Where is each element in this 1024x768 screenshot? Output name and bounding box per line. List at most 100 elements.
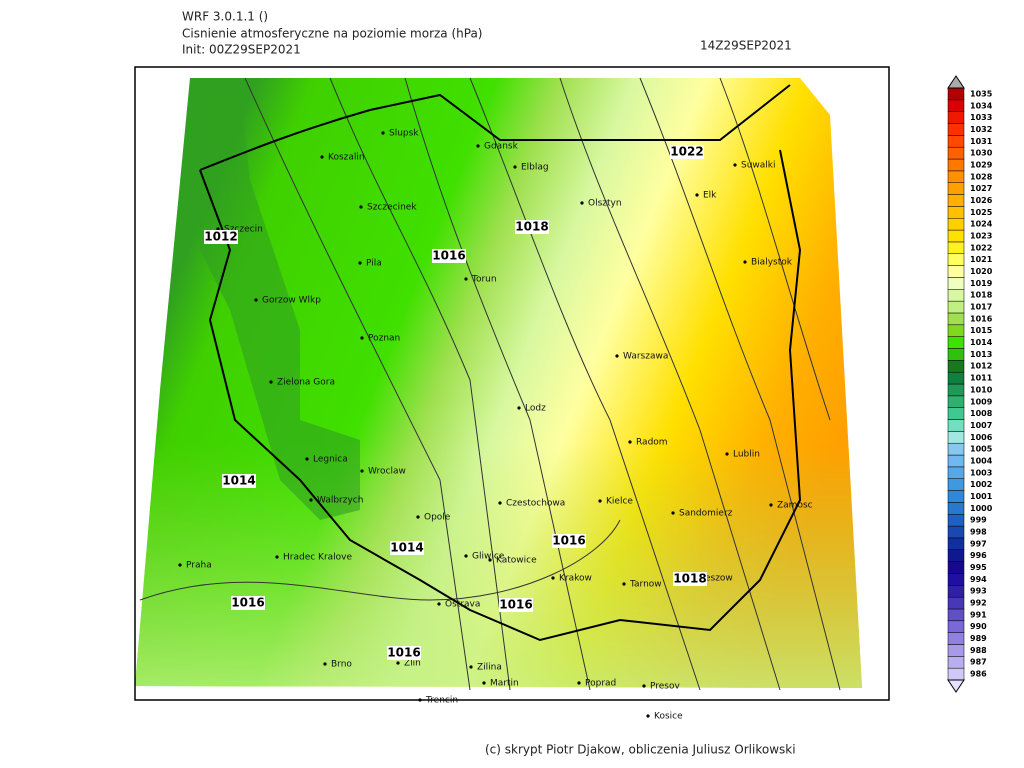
city-marker	[323, 662, 327, 666]
city-marker	[309, 498, 313, 502]
colorbar-label: 1034	[970, 101, 993, 110]
city-label: Hradec Kralove	[283, 553, 352, 563]
colorbar-label: 986	[970, 670, 987, 679]
contour-label: 1014	[222, 474, 255, 488]
city-label: Sandomierz	[679, 509, 733, 519]
colorbar-swatch	[947, 442, 965, 456]
city-marker	[725, 452, 729, 456]
colorbar-label: 999	[970, 516, 987, 525]
city-marker	[269, 380, 273, 384]
city-label: Krakow	[559, 574, 592, 584]
colorbar-swatch	[947, 277, 965, 290]
city-marker	[551, 576, 555, 580]
colorbar-label: 1005	[970, 445, 993, 454]
colorbar-label: 992	[970, 599, 987, 608]
colorbar-swatch	[947, 146, 965, 160]
city-label: Elblag	[521, 163, 549, 173]
contour-label-bg	[204, 230, 238, 244]
city-marker	[416, 515, 420, 519]
colorbar-label: 1033	[970, 113, 992, 122]
colorbar-swatch	[947, 525, 965, 539]
contour-label-bg	[231, 596, 265, 610]
city-label: Zilina	[477, 663, 502, 673]
city-label: Koszalin	[328, 153, 365, 163]
colorbar-label: 1002	[970, 480, 992, 489]
colorbar-swatch	[947, 620, 965, 633]
city-marker	[360, 469, 364, 473]
colorbar-swatch	[947, 111, 965, 124]
contour-label-bg	[432, 249, 466, 263]
city-label: Lodz	[525, 404, 546, 414]
colorbar-swatch	[947, 549, 965, 562]
colorbar-label: 990	[970, 622, 987, 631]
city-marker	[498, 501, 502, 505]
colorbar-label: 1021	[970, 255, 993, 264]
city-label: Szczecin	[224, 225, 263, 235]
city-label: Brno	[331, 660, 352, 670]
city-label: Rzeszow	[694, 574, 733, 584]
colorbar-label: 1027	[970, 184, 992, 193]
colorbar-swatch	[947, 312, 965, 326]
colorbar-label: 1004	[970, 456, 993, 465]
colorbar-swatch	[947, 561, 965, 574]
contour-label-bg	[390, 541, 424, 555]
contour-label: 1018	[515, 220, 548, 234]
city-label: Elk	[703, 191, 717, 201]
city-marker	[396, 661, 400, 665]
city-marker	[469, 665, 473, 669]
city-label: Pila	[366, 259, 382, 269]
colorbar-swatch	[947, 135, 965, 148]
city-label: Radom	[636, 438, 668, 448]
colorbar-label: 1016	[970, 314, 993, 323]
colorbar-label: 1003	[970, 468, 992, 477]
credits: (c) skrypt Piotr Djakow, obliczenia Juli…	[485, 743, 796, 757]
city-label: Gdansk	[484, 142, 519, 152]
colorbar-swatch	[947, 419, 965, 432]
colorbar-label: 1011	[970, 374, 993, 383]
city-marker	[216, 227, 220, 231]
colorbar-swatch	[947, 371, 965, 385]
city-marker	[598, 499, 602, 503]
colorbar-swatch	[947, 360, 965, 373]
city-marker	[305, 457, 309, 461]
colorbar-label: 997	[970, 539, 987, 548]
colorbar-swatch	[947, 383, 965, 397]
city-marker	[743, 260, 747, 264]
city-label: Presov	[650, 682, 681, 692]
colorbar-label: 1010	[970, 385, 993, 394]
city-marker	[418, 698, 422, 702]
contour-label: 1016	[552, 534, 585, 548]
colorbar-label: 996	[970, 551, 987, 560]
colorbar-swatch	[947, 229, 965, 243]
colorbar-swatch	[947, 608, 965, 622]
city-marker	[381, 131, 385, 135]
colorbar-label: 1035	[970, 89, 993, 98]
city-marker	[488, 558, 492, 562]
colorbar-swatch	[947, 194, 965, 207]
city-marker	[358, 261, 362, 265]
colorbar-min-arrow	[947, 679, 965, 693]
city-label: Poprad	[585, 679, 616, 689]
contour-label-bg	[673, 572, 707, 586]
contour-label-bg	[222, 474, 256, 488]
colorbar-swatch	[947, 478, 965, 491]
contour-label-bg	[670, 145, 704, 159]
city-marker	[178, 563, 182, 567]
colorbar-label: 987	[970, 658, 987, 667]
contour-label: 1012	[204, 230, 237, 244]
colorbar-label: 1032	[970, 125, 992, 134]
colorbar-swatch	[947, 348, 965, 361]
city-label: Czestochowa	[506, 499, 565, 509]
contour-label-bg	[552, 534, 586, 548]
city-marker	[580, 201, 584, 205]
colorbar-label: 1009	[970, 397, 993, 406]
colorbar-label: 1006	[970, 433, 993, 442]
colorbar-swatch	[947, 395, 965, 408]
colorbar-label: 989	[970, 634, 987, 643]
map-frame	[134, 66, 890, 701]
colorbar-swatch	[947, 585, 965, 598]
city-marker	[464, 554, 468, 558]
city-marker	[482, 681, 486, 685]
colorbar-label: 994	[970, 575, 987, 584]
city-label: Zielona Gora	[277, 378, 335, 388]
